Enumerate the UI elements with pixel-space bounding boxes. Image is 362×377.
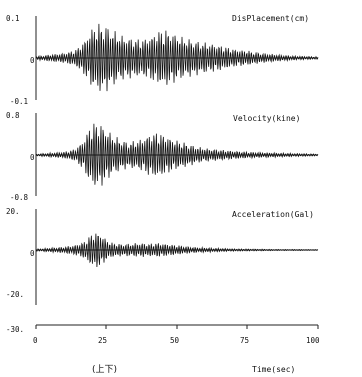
waveform-line (35, 123, 319, 186)
acceleration-ytick-zero: 0 (30, 249, 35, 258)
x-tick-label-25: 25 (98, 336, 107, 345)
time-axis: 0 25 50 75 100 (上下) Time(sec) (33, 324, 320, 375)
velocity-title: Velocity(kine) (233, 114, 300, 123)
x-tick-label-100: 100 (306, 336, 320, 345)
acceleration-ytick-bottom: -20. (6, 290, 24, 299)
displacement-trace (35, 23, 319, 92)
x-tick-label-75: 75 (240, 336, 249, 345)
displacement-title: DisPlacement(cm) (232, 14, 309, 23)
displacement-ytick-bottom: -0.1 (10, 97, 28, 106)
component-caption: (上下) (92, 364, 117, 375)
velocity-trace (35, 123, 319, 186)
displacement-ytick-zero: 0 (30, 56, 35, 65)
acceleration-panel: Acceleration(Gal) 20. 0 -20. -30. (6, 207, 319, 334)
acceleration-ytick-lowest: -30. (6, 325, 24, 334)
x-tick-label-0: 0 (33, 336, 38, 345)
velocity-ytick-zero: 0 (30, 153, 35, 162)
waveform-line (35, 233, 319, 268)
displacement-panel: DisPlacement(cm) 0.1 0 -0.1 (6, 14, 319, 106)
x-tick-label-50: 50 (170, 336, 180, 345)
velocity-panel: Velocity(kine) 0.8 0 -0.8 (6, 111, 319, 202)
time-axis-label: Time(sec) (252, 365, 295, 374)
velocity-ytick-bottom: -0.8 (10, 193, 29, 202)
waveform-line (35, 23, 319, 92)
velocity-ytick-top: 0.8 (6, 111, 20, 120)
acceleration-trace (35, 233, 319, 268)
displacement-ytick-top: 0.1 (6, 14, 20, 23)
acceleration-title: Acceleration(Gal) (232, 210, 314, 219)
acceleration-ytick-top: 20. (6, 207, 20, 216)
